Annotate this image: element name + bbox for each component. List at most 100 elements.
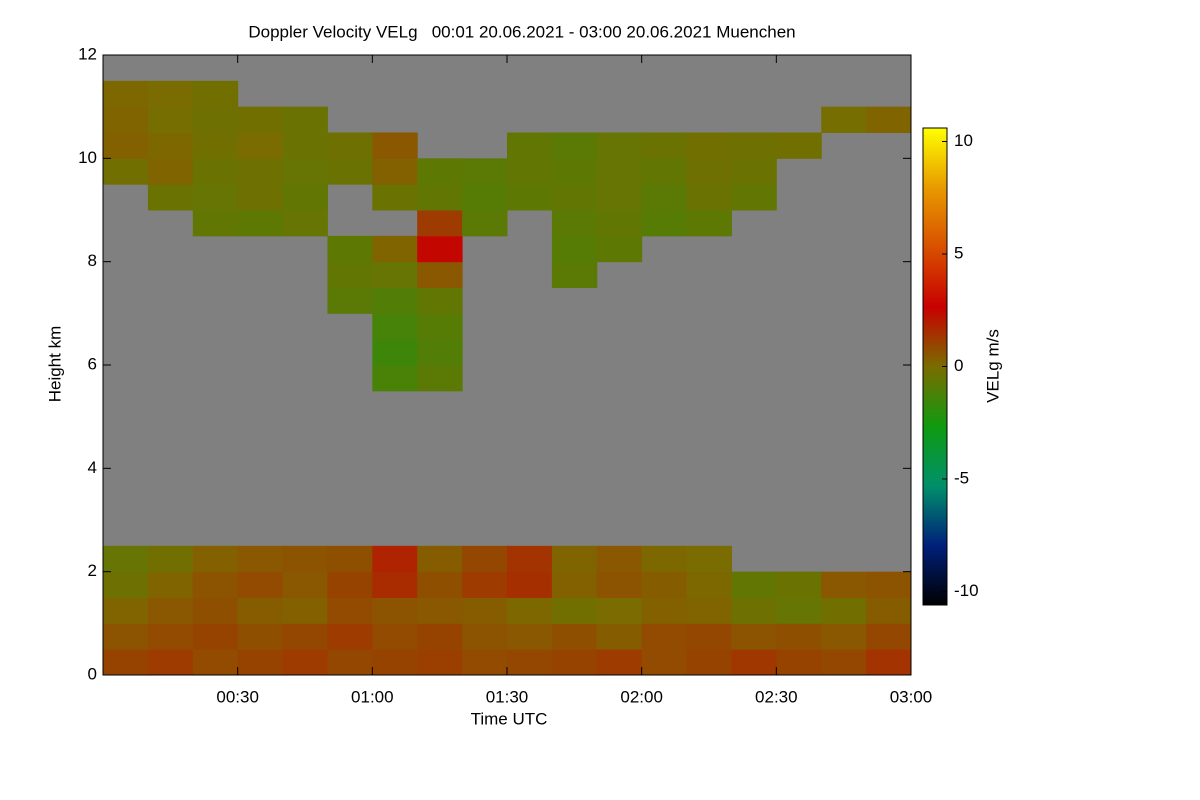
heatmap-cell	[372, 132, 418, 159]
heatmap-cell	[372, 158, 418, 185]
heatmap-cell	[417, 261, 463, 288]
heatmap-cell	[327, 649, 373, 676]
x-tick-label: 00:30	[216, 687, 259, 706]
heatmap-cell	[866, 649, 912, 676]
heatmap-cell	[596, 623, 643, 650]
heatmap-cell	[147, 623, 194, 650]
x-tick-label: 02:30	[755, 687, 798, 706]
heatmap-cell	[776, 571, 822, 598]
heatmap-cell	[462, 184, 508, 211]
heatmap-cell	[686, 623, 732, 650]
y-tick-label: 8	[88, 251, 97, 270]
heatmap-cell	[103, 106, 149, 133]
x-tick-label: 01:00	[351, 687, 394, 706]
heatmap-cell	[866, 106, 912, 133]
heatmap-cell	[866, 623, 912, 650]
heatmap-cell	[372, 597, 418, 624]
heatmap-cell	[641, 210, 688, 237]
heatmap-cell	[417, 571, 463, 598]
heatmap-cell	[417, 545, 463, 573]
heatmap-cell	[372, 339, 418, 366]
heatmap-cell	[192, 545, 239, 573]
heatmap-cell	[596, 545, 643, 573]
heatmap-cell	[192, 184, 239, 211]
heatmap-cell	[596, 158, 643, 185]
heatmap-cell	[551, 545, 598, 573]
heatmap-cell	[192, 132, 239, 159]
heatmap-cell	[462, 597, 508, 624]
heatmap-cell	[507, 545, 553, 573]
heatmap-cell	[237, 184, 284, 211]
heatmap-cell	[103, 649, 149, 676]
heatmap-cell	[237, 210, 284, 237]
heatmap-cell	[596, 210, 643, 237]
heatmap-cell	[192, 106, 239, 133]
heatmap-cell	[417, 184, 463, 211]
heatmap-cell	[686, 597, 732, 624]
heatmap-cell	[372, 545, 418, 573]
heatmap-cell	[417, 365, 463, 392]
heatmap-cell	[776, 623, 822, 650]
heatmap-cell	[551, 132, 598, 159]
heatmap-cell	[776, 132, 822, 159]
heatmap-cell	[641, 597, 688, 624]
heatmap-cell	[821, 623, 867, 650]
heatmap-cell	[103, 545, 149, 573]
heatmap-cell	[147, 106, 194, 133]
y-tick-label: 6	[88, 354, 97, 373]
y-tick-label: 12	[78, 44, 97, 63]
heatmap-cell	[282, 597, 328, 624]
heatmap-cell	[641, 132, 688, 159]
heatmap-cell	[327, 545, 373, 573]
heatmap-cell	[192, 210, 239, 237]
heatmap-cell	[596, 597, 643, 624]
heatmap-cell	[372, 571, 418, 598]
heatmap-cell	[237, 597, 284, 624]
heatmap-cell	[282, 184, 328, 211]
heatmap-cell	[372, 235, 418, 263]
heatmap-cell	[327, 571, 373, 598]
heatmap-cell	[282, 545, 328, 573]
heatmap-cell	[821, 571, 867, 598]
heatmap-cell	[551, 261, 598, 288]
heatmap-cell	[327, 235, 373, 263]
heatmap-cell	[596, 235, 643, 263]
heatmap-cell	[147, 132, 194, 159]
heatmap-cell	[192, 571, 239, 598]
heatmap-cell	[147, 158, 194, 185]
heatmap-cell	[417, 287, 463, 314]
x-tick-label: 02:00	[620, 687, 663, 706]
heatmap-cell	[507, 623, 553, 650]
heatmap-cell	[327, 261, 373, 288]
heatmap-cell	[327, 597, 373, 624]
heatmap-cell	[641, 623, 688, 650]
heatmap-cell	[641, 571, 688, 598]
heatmap-cell	[103, 158, 149, 185]
heatmap-cell	[507, 571, 553, 598]
heatmap-cell	[237, 649, 284, 676]
heatmap-cell	[462, 158, 508, 185]
heatmap-cell	[551, 597, 598, 624]
heatmap-cell	[686, 184, 732, 211]
heatmap-cell	[282, 571, 328, 598]
heatmap-cell	[641, 158, 688, 185]
heatmap-cell	[372, 649, 418, 676]
heatmap-cell	[596, 649, 643, 676]
heatmap-cell	[237, 158, 284, 185]
heatmap-cell	[192, 623, 239, 650]
heatmap-cell	[507, 649, 553, 676]
heatmap-cell	[507, 184, 553, 211]
heatmap-cell	[821, 649, 867, 676]
heatmap-cell	[641, 649, 688, 676]
heatmap-cell	[237, 106, 284, 133]
heatmap-cell	[731, 649, 777, 676]
colorbar-tick-label: -10	[954, 581, 979, 600]
heatmap-cell	[866, 597, 912, 624]
heatmap-cell	[192, 158, 239, 185]
heatmap-cell	[821, 106, 867, 133]
heatmap-cell	[282, 106, 328, 133]
heatmap-cell	[147, 571, 194, 598]
heatmap-cell	[372, 365, 418, 392]
colorbar-tick-label: -5	[954, 468, 969, 487]
